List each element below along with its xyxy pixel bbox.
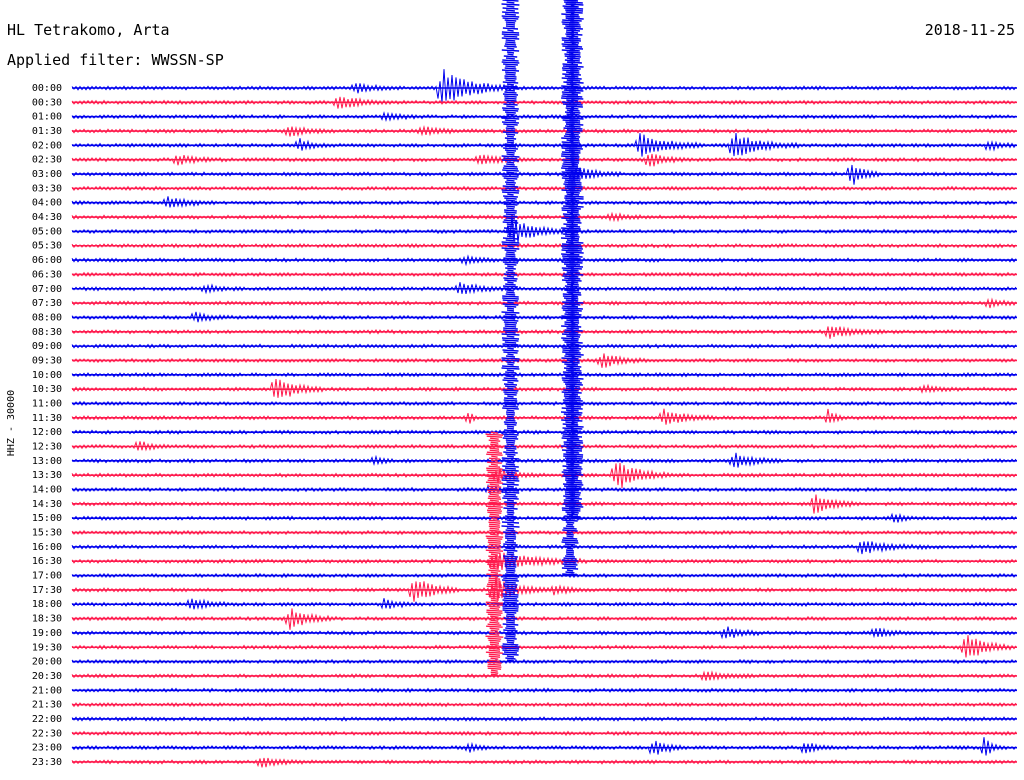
event-spike xyxy=(501,0,520,662)
time-label: 10:30 xyxy=(32,384,62,395)
station-title: HL Tetrakomo, Arta xyxy=(7,21,170,39)
time-label: 11:00 xyxy=(32,398,62,409)
time-label: 07:30 xyxy=(32,298,62,309)
date-label: 2018-11-25 xyxy=(925,21,1015,39)
time-label: 00:30 xyxy=(32,97,62,108)
time-label: 06:30 xyxy=(32,269,62,280)
time-label: 22:30 xyxy=(32,728,62,739)
time-label: 05:00 xyxy=(32,226,62,237)
channel-label: HHZ - 30000 xyxy=(6,390,17,456)
time-label: 05:30 xyxy=(32,241,62,252)
time-label: 01:30 xyxy=(32,126,62,137)
time-label: 21:00 xyxy=(32,685,62,696)
time-label: 02:30 xyxy=(32,155,62,166)
time-label: 12:00 xyxy=(32,427,62,438)
time-label: 10:00 xyxy=(32,370,62,381)
time-label: 02:00 xyxy=(32,140,62,151)
time-label: 03:30 xyxy=(32,183,62,194)
time-label: 11:30 xyxy=(32,413,62,424)
time-label: 20:30 xyxy=(32,671,62,682)
time-label: 14:30 xyxy=(32,499,62,510)
time-label: 12:30 xyxy=(32,442,62,453)
time-label: 22:00 xyxy=(32,714,62,725)
time-label: 00:00 xyxy=(32,83,62,94)
time-label: 19:00 xyxy=(32,628,62,639)
event-spike xyxy=(485,431,504,676)
time-label: 13:30 xyxy=(32,470,62,481)
time-label: 18:30 xyxy=(32,614,62,625)
time-label: 09:00 xyxy=(32,341,62,352)
filter-label: Applied filter: WWSSN-SP xyxy=(7,51,224,69)
time-label: 07:00 xyxy=(32,284,62,295)
time-label: 16:00 xyxy=(32,542,62,553)
time-label: 18:00 xyxy=(32,599,62,610)
time-label: 03:00 xyxy=(32,169,62,180)
time-label: 15:30 xyxy=(32,528,62,539)
time-label: 04:00 xyxy=(32,198,62,209)
time-label: 08:00 xyxy=(32,312,62,323)
time-label: 20:00 xyxy=(32,657,62,668)
event-spike xyxy=(565,0,584,520)
time-label: 06:00 xyxy=(32,255,62,266)
time-label: 23:00 xyxy=(32,743,62,754)
time-label: 17:30 xyxy=(32,585,62,596)
time-label: 08:30 xyxy=(32,327,62,338)
time-label: 21:30 xyxy=(32,700,62,711)
time-label: 14:00 xyxy=(32,485,62,496)
time-label: 17:00 xyxy=(32,571,62,582)
time-label: 04:30 xyxy=(32,212,62,223)
time-label: 15:00 xyxy=(32,513,62,524)
time-label: 19:30 xyxy=(32,642,62,653)
trace-group xyxy=(71,0,1017,768)
time-label: 16:30 xyxy=(32,556,62,567)
time-label: 13:00 xyxy=(32,456,62,467)
time-label: 01:00 xyxy=(32,112,62,123)
time-label: 09:30 xyxy=(32,355,62,366)
time-label: 23:30 xyxy=(32,757,62,768)
time-label-group: 00:00 00:30 01:00 01:30 02:00 02:30 03:00 03:30… xyxy=(32,83,62,768)
